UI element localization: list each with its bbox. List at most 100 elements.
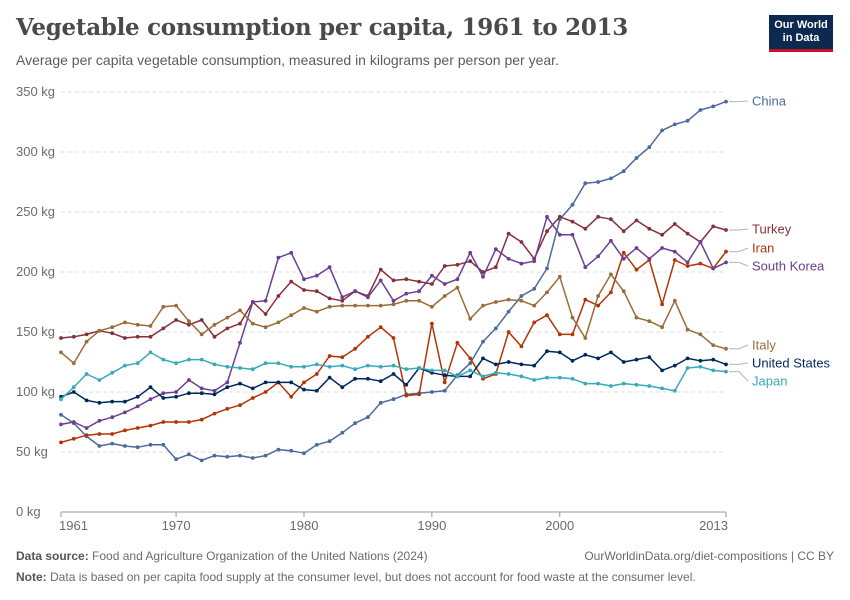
data-point: [174, 457, 179, 462]
data-point: [378, 325, 383, 330]
data-point: [545, 266, 549, 271]
data-point: [621, 250, 626, 255]
data-point: [724, 362, 728, 367]
data-point: [634, 246, 639, 250]
data-point: [110, 325, 115, 330]
owid-logo[interactable]: Our World in Data: [769, 15, 833, 52]
data-point: [302, 380, 306, 385]
data-point: [557, 375, 562, 380]
data-point: [404, 393, 409, 398]
data-point: [468, 361, 473, 366]
data-point: [583, 352, 588, 357]
data-point: [199, 332, 204, 337]
data-point: [71, 390, 76, 394]
data-point: [71, 420, 76, 424]
data-point: [212, 334, 217, 339]
data-point: [263, 325, 268, 330]
data-point: [84, 332, 89, 337]
data-point: [609, 272, 613, 277]
data-point: [340, 385, 345, 390]
data-point: [634, 156, 639, 160]
data-point: [583, 336, 588, 340]
data-point: [123, 399, 127, 404]
data-point: [327, 354, 332, 358]
series-line-italy: [60, 273, 727, 364]
data-point: [187, 420, 191, 424]
data-point: [212, 362, 217, 367]
data-point: [493, 326, 498, 331]
label-connector: [729, 371, 749, 382]
series-label-south-korea: South Korea: [752, 259, 825, 274]
data-point: [225, 364, 230, 369]
data-point: [199, 391, 204, 396]
data-point: [289, 313, 294, 318]
data-point: [148, 324, 153, 328]
data-point: [417, 366, 421, 370]
data-point: [404, 367, 409, 372]
note-text: Data is based on per capita food supply …: [50, 570, 696, 584]
data-point: [250, 321, 255, 326]
y-tick-label: 150 kg: [16, 324, 55, 339]
data-point: [161, 326, 166, 331]
data-point: [506, 297, 511, 302]
data-point: [621, 229, 626, 234]
data-point: [660, 302, 664, 307]
data-point: [110, 415, 115, 420]
data-point: [404, 277, 409, 282]
data-point: [314, 362, 319, 367]
series-china: China: [59, 94, 787, 463]
data-point: [711, 343, 716, 348]
data-point: [212, 453, 217, 458]
data-point: [161, 396, 166, 400]
data-point: [289, 250, 294, 255]
data-point: [71, 361, 76, 366]
data-point: [596, 214, 600, 219]
data-point: [634, 218, 639, 223]
series-united-states: United States: [59, 349, 831, 405]
data-point: [161, 357, 166, 362]
data-point: [634, 382, 639, 387]
data-point: [174, 318, 179, 322]
data-point: [161, 420, 166, 424]
data-point: [327, 375, 332, 380]
data-point: [455, 340, 460, 345]
data-point: [672, 258, 677, 262]
data-point: [225, 385, 230, 390]
data-point: [59, 422, 63, 427]
data-point: [532, 286, 537, 291]
data-point: [430, 304, 434, 309]
data-point: [621, 289, 626, 294]
url-license[interactable]: OurWorldinData.org/diet-compositions | C…: [584, 549, 834, 563]
data-point: [711, 224, 716, 229]
data-point: [545, 349, 549, 354]
note-line: Note: Data is based on per capita food s…: [16, 570, 696, 584]
data-point: [519, 240, 524, 244]
data-point: [263, 380, 268, 385]
data-point: [276, 361, 281, 366]
y-tick-label: 100 kg: [16, 384, 55, 399]
data-point: [647, 319, 652, 324]
series-iran: Iran: [59, 241, 774, 445]
data-point: [609, 290, 613, 295]
data-point: [238, 308, 242, 313]
data-point: [378, 364, 383, 369]
data-point: [276, 294, 281, 298]
data-point: [570, 315, 575, 320]
series-label-italy: Italy: [752, 338, 776, 353]
data-point: [711, 266, 716, 271]
data-point: [353, 376, 357, 381]
data-point: [276, 447, 281, 452]
data-point: [263, 361, 268, 366]
data-point: [391, 372, 396, 376]
label-connector: [729, 362, 749, 365]
data-point: [199, 386, 204, 391]
data-point: [417, 289, 421, 294]
data-point: [596, 303, 600, 308]
data-point: [97, 400, 102, 405]
data-point: [455, 277, 460, 282]
data-point: [391, 278, 396, 283]
data-point: [468, 368, 473, 373]
data-point: [672, 249, 677, 254]
data-point: [685, 327, 690, 332]
data-point: [724, 369, 728, 374]
